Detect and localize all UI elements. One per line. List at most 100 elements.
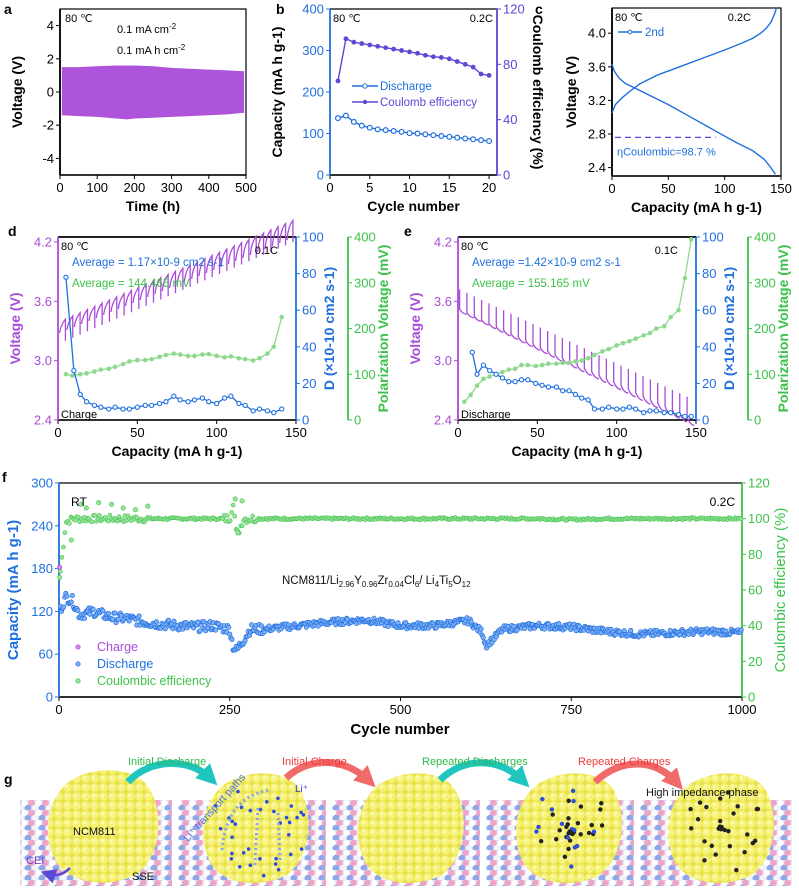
discharge-point (462, 135, 469, 142)
polarization-point (192, 353, 197, 359)
impedance-dot (569, 864, 574, 869)
superscript: -2 (178, 43, 186, 52)
stage-4 (486, 773, 634, 886)
impedance-dot (550, 812, 555, 817)
discharge-point (342, 112, 349, 119)
arrow-repeated-discharges (437, 759, 530, 788)
polarization-point (481, 376, 486, 382)
polarization-point (554, 361, 559, 367)
polarization-point (135, 357, 140, 363)
li-ion-dot (248, 863, 253, 868)
coulombic-efficiency-outlier (78, 501, 84, 507)
diffusion-point (242, 402, 248, 409)
panel-label-a: a (4, 1, 12, 17)
polarization-point (579, 358, 585, 363)
impedance-dot (538, 838, 544, 844)
polarization-point (157, 354, 162, 360)
impedance-dot (722, 827, 727, 833)
impedance-dot (534, 829, 539, 834)
x-tick-label: 0 (454, 425, 461, 440)
y-tick-label-right: 80 (302, 266, 316, 281)
annotation-temperature: 80 ℃ (461, 241, 489, 253)
y-tick-label-left: 400 (302, 2, 324, 17)
y-tick-label-right: 60 (702, 303, 716, 318)
diffusion-point (606, 404, 612, 410)
y-tick-label-right: 100 (748, 511, 770, 526)
impedance-dot (564, 824, 569, 829)
coulomb-efficiency-point (446, 56, 452, 62)
annotation-temperature: 80 ℃ (615, 12, 643, 24)
diffusion-point (585, 397, 591, 403)
x-tick-label: 0 (54, 425, 61, 440)
y-tick-label-left: 200 (302, 85, 324, 100)
discharge-point (390, 128, 397, 135)
discharge-point (446, 133, 453, 140)
coulombic-efficiency-point (230, 502, 236, 508)
coulombic-efficiency-point (250, 513, 255, 519)
annotation-temperature: 80 ℃ (65, 13, 93, 25)
discharge-point (334, 115, 341, 122)
diffusion-point (682, 413, 688, 419)
impedance-dot (709, 843, 715, 849)
coulombic-efficiency-point (738, 516, 744, 522)
polarization-point (512, 366, 518, 372)
average-diffusion-annotation: Average = 1.17×10-9 cm2 s-1 (72, 257, 224, 269)
y-tick-label-right: 0 (503, 168, 510, 183)
ncm811-particle (516, 773, 622, 883)
impedance-dot (589, 822, 594, 828)
diffusion-point (256, 406, 263, 412)
y-axis-title-left: Capacity (mA h g-1) (5, 520, 22, 660)
x-tick-label: 100 (86, 180, 108, 195)
y-tick-label-left: 0 (47, 85, 54, 100)
impedance-dot (566, 846, 571, 852)
coulombic-efficiency-point (227, 518, 233, 523)
y-tick-label-left: 2.4 (434, 413, 452, 428)
li-ion-dots (213, 789, 306, 878)
impedance-dot (570, 788, 576, 794)
impedance-dot (562, 854, 568, 859)
impedance-dot (578, 804, 584, 809)
diffusion-point (620, 406, 626, 412)
impedance-dot (726, 828, 731, 834)
li-ion-dot (218, 826, 223, 831)
legend-marker-2nd (627, 29, 633, 35)
impedance-dot (754, 806, 760, 812)
diffusion-point (469, 349, 475, 355)
diffusion-point (525, 377, 531, 383)
chart-c: 0 50 100 150 Capacity (mA h g-1) 2.4 2.8 3.2 3.6… (563, 7, 792, 215)
polarization-point (585, 355, 591, 361)
polarization-point (185, 353, 191, 359)
y-tick-label-left: 180 (31, 561, 53, 576)
impedance-dot (689, 826, 694, 831)
polarization-point (600, 349, 605, 354)
polarization-point (279, 314, 285, 320)
impedance-dot (567, 838, 573, 843)
diffusion-point (228, 393, 234, 399)
diffusion-point (83, 399, 90, 405)
li-ion-dot (276, 867, 281, 872)
li-ion-dot (287, 820, 292, 825)
coulombic-efficiency-annotation: ηCoulombic=98.7 % (617, 146, 716, 158)
y-tick-label-right: 40 (748, 618, 762, 633)
impedance-dot (695, 817, 701, 822)
x-tick-label: 50 (530, 425, 544, 440)
arrow-repeated-charges (592, 760, 683, 790)
diffusion-point (279, 406, 285, 412)
legend-marker-1 (75, 661, 81, 667)
y-tick-label-left: 2.8 (588, 127, 606, 142)
coulombic-efficiency-outlier (109, 501, 115, 507)
coulomb-efficiency-point (359, 41, 365, 46)
legend-label-coulomb: Coulomb efficiency (380, 97, 477, 109)
discharge-point (162, 626, 168, 632)
diffusion-point (572, 391, 579, 398)
coulombic-efficiency-outlier (239, 498, 245, 504)
diffusion-point (264, 408, 271, 414)
y-tick-label-right: 400 (754, 230, 776, 245)
impedance-dot (734, 867, 739, 873)
coulomb-efficiency-point (423, 52, 428, 58)
y-tick-label-left: 120 (31, 604, 53, 619)
discharge-point (403, 620, 409, 626)
polarization-point (214, 353, 219, 359)
discharge-point (153, 619, 160, 625)
annotation-rate: 0.2C (728, 12, 751, 24)
